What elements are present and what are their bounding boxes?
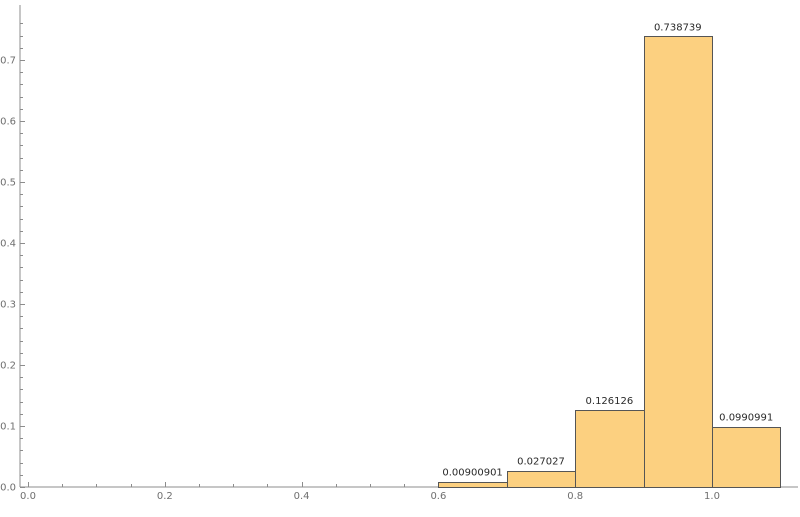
bars-group (438, 36, 781, 488)
histogram-bar (712, 427, 781, 488)
bar-value-label: 0.0990991 (719, 413, 773, 424)
bar-value-label: 0.00900901 (442, 468, 502, 479)
y-tick-label: 0.0 (0, 483, 16, 494)
x-tick-label: 1.0 (704, 491, 720, 502)
y-tick-label: 0.6 (0, 117, 16, 128)
y-tick-label: 0.3 (0, 300, 16, 311)
y-tick-label: 0.7 (0, 56, 16, 67)
bar-value-label: 0.738739 (654, 22, 702, 33)
bar-value-label: 0.126126 (586, 396, 634, 407)
histogram-bar (644, 36, 713, 488)
bar-value-label: 0.027027 (517, 457, 565, 468)
y-tick-label: 0.5 (0, 178, 16, 189)
y-tick-label: 0.1 (0, 422, 16, 433)
y-tick-label: 0.2 (0, 361, 16, 372)
x-tick-label: 0.2 (157, 491, 173, 502)
y-axis: 0.0 0.1 0.2 0.3 0.4 0.5 0.6 0.7 (0, 5, 25, 494)
y-tick-label: 0.4 (0, 239, 16, 250)
x-tick-label: 0.8 (567, 491, 583, 502)
x-tick-label: 0.4 (294, 491, 310, 502)
x-tick-label: 0.6 (430, 491, 446, 502)
data-labels-group: 0.00900901 0.027027 0.126126 0.738739 0.0990… (442, 22, 773, 478)
x-tick-label: 0.0 (20, 491, 36, 502)
histogram-bar (507, 471, 576, 488)
histogram-bar (438, 482, 508, 488)
histogram-bar (575, 410, 645, 488)
